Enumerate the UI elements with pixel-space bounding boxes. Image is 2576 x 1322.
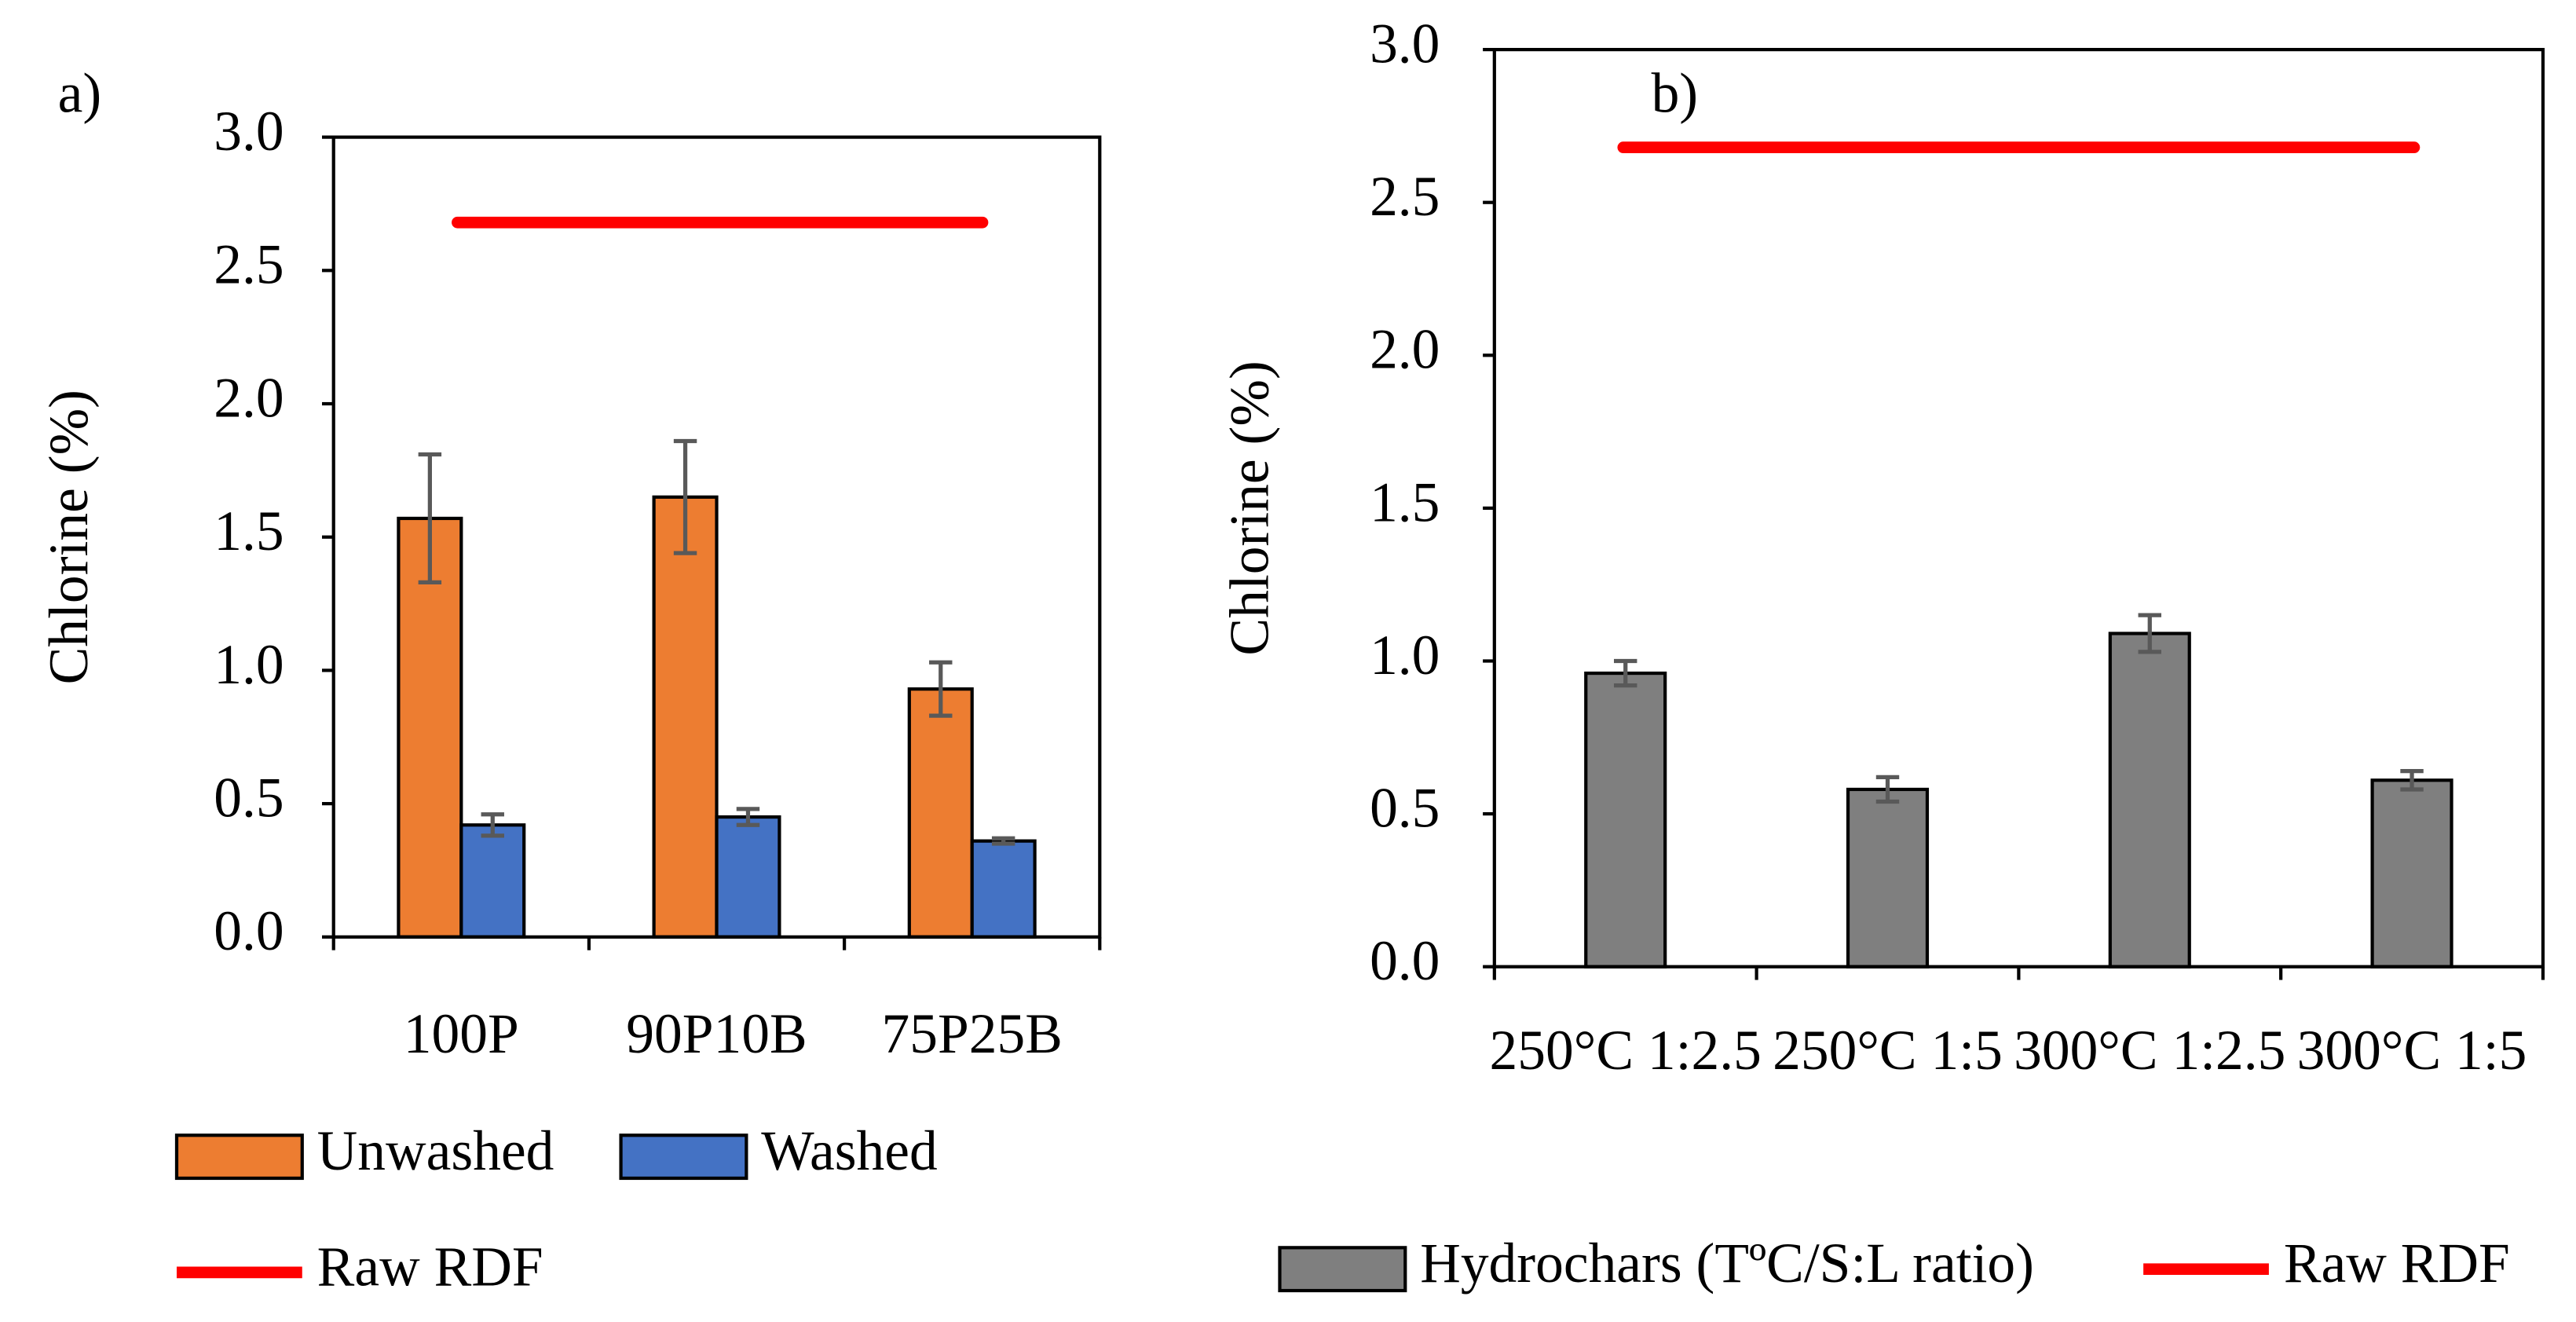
y-tick-label: 2.5: [214, 234, 284, 296]
bar: [652, 495, 719, 939]
y-tick-label: 0.5: [214, 767, 284, 829]
y-tick-label: 2.0: [1370, 319, 1440, 381]
bar: [2108, 632, 2191, 969]
y-tick-label: 0.0: [214, 900, 284, 962]
legend-label: Washed: [761, 1120, 937, 1182]
legend-label: Raw RDF: [317, 1236, 543, 1298]
y-axis-label: Chlorine (%): [1218, 361, 1280, 655]
x-tick-label-box: 100P: [403, 1005, 519, 1066]
x-tick-label-box: 300°C 1:2.5: [2014, 1021, 2286, 1082]
y-axis-label: Chlorine (%): [38, 390, 100, 684]
panel-label: b): [1652, 63, 1699, 125]
x-tick-label-box: 75P25B: [881, 1005, 1063, 1066]
y-tick-label: 1.0: [1370, 624, 1440, 687]
error-bar: [929, 660, 953, 718]
y-tick-label: 2.5: [1370, 166, 1440, 228]
x-tick-label-box: 90P10B: [626, 1005, 807, 1066]
error-bar: [736, 807, 760, 827]
legend-label: Unwashed: [317, 1120, 554, 1182]
error-bar: [1875, 775, 1900, 804]
x-tick-label-box: 300°C 1:5: [2296, 1021, 2527, 1082]
y-tick-label: 0.0: [1370, 930, 1440, 992]
x-tick-label: 75P25B: [881, 1005, 1063, 1066]
error-bar: [991, 836, 1015, 846]
y-tick-label: 1.0: [214, 634, 284, 696]
panel-label: a): [58, 63, 102, 125]
plot-frame: [1492, 48, 2545, 969]
error-bar: [1613, 658, 1637, 688]
error-bar: [673, 438, 697, 555]
bar: [1584, 671, 1667, 969]
y-tick-label: 3.0: [1370, 13, 1440, 75]
y-tick-label: 2.0: [214, 367, 284, 429]
x-tick-label-box: 250°C 1:5: [1773, 1021, 2003, 1082]
bar: [397, 516, 463, 939]
legend-label: Hydrochars (TºC/S:L ratio): [1420, 1232, 2034, 1295]
bar: [459, 823, 526, 939]
x-tick-label: 100P: [403, 1005, 519, 1066]
bar: [907, 687, 974, 939]
error-bar: [2138, 613, 2161, 654]
error-bar: [418, 452, 442, 585]
x-tick-label: 250°C 1:2.5: [1489, 1021, 1762, 1082]
x-tick-label: 300°C 1:5: [2296, 1021, 2527, 1082]
bar: [715, 815, 781, 939]
error-bar: [2400, 768, 2424, 792]
legend-label: Raw RDF: [2284, 1232, 2510, 1295]
x-tick-label: 90P10B: [626, 1005, 807, 1066]
y-tick-label: 0.5: [1370, 777, 1440, 839]
y-tick-label: 1.5: [1370, 471, 1440, 533]
bar: [970, 839, 1037, 939]
bar: [1846, 787, 1930, 969]
x-tick-label-box: 250°C 1:2.5: [1489, 1021, 1762, 1082]
y-tick-label: 3.0: [214, 101, 284, 163]
x-tick-label: 250°C 1:5: [1773, 1021, 2003, 1082]
y-tick-label: 1.5: [214, 500, 284, 562]
bar: [2370, 778, 2453, 969]
x-tick-label: 300°C 1:2.5: [2014, 1021, 2286, 1082]
legend-swatch: [619, 1133, 748, 1181]
legend-swatch: [1278, 1246, 1407, 1293]
legend-swatch: [174, 1133, 304, 1181]
plot-frame: [331, 135, 1102, 939]
error-bar: [481, 812, 504, 838]
